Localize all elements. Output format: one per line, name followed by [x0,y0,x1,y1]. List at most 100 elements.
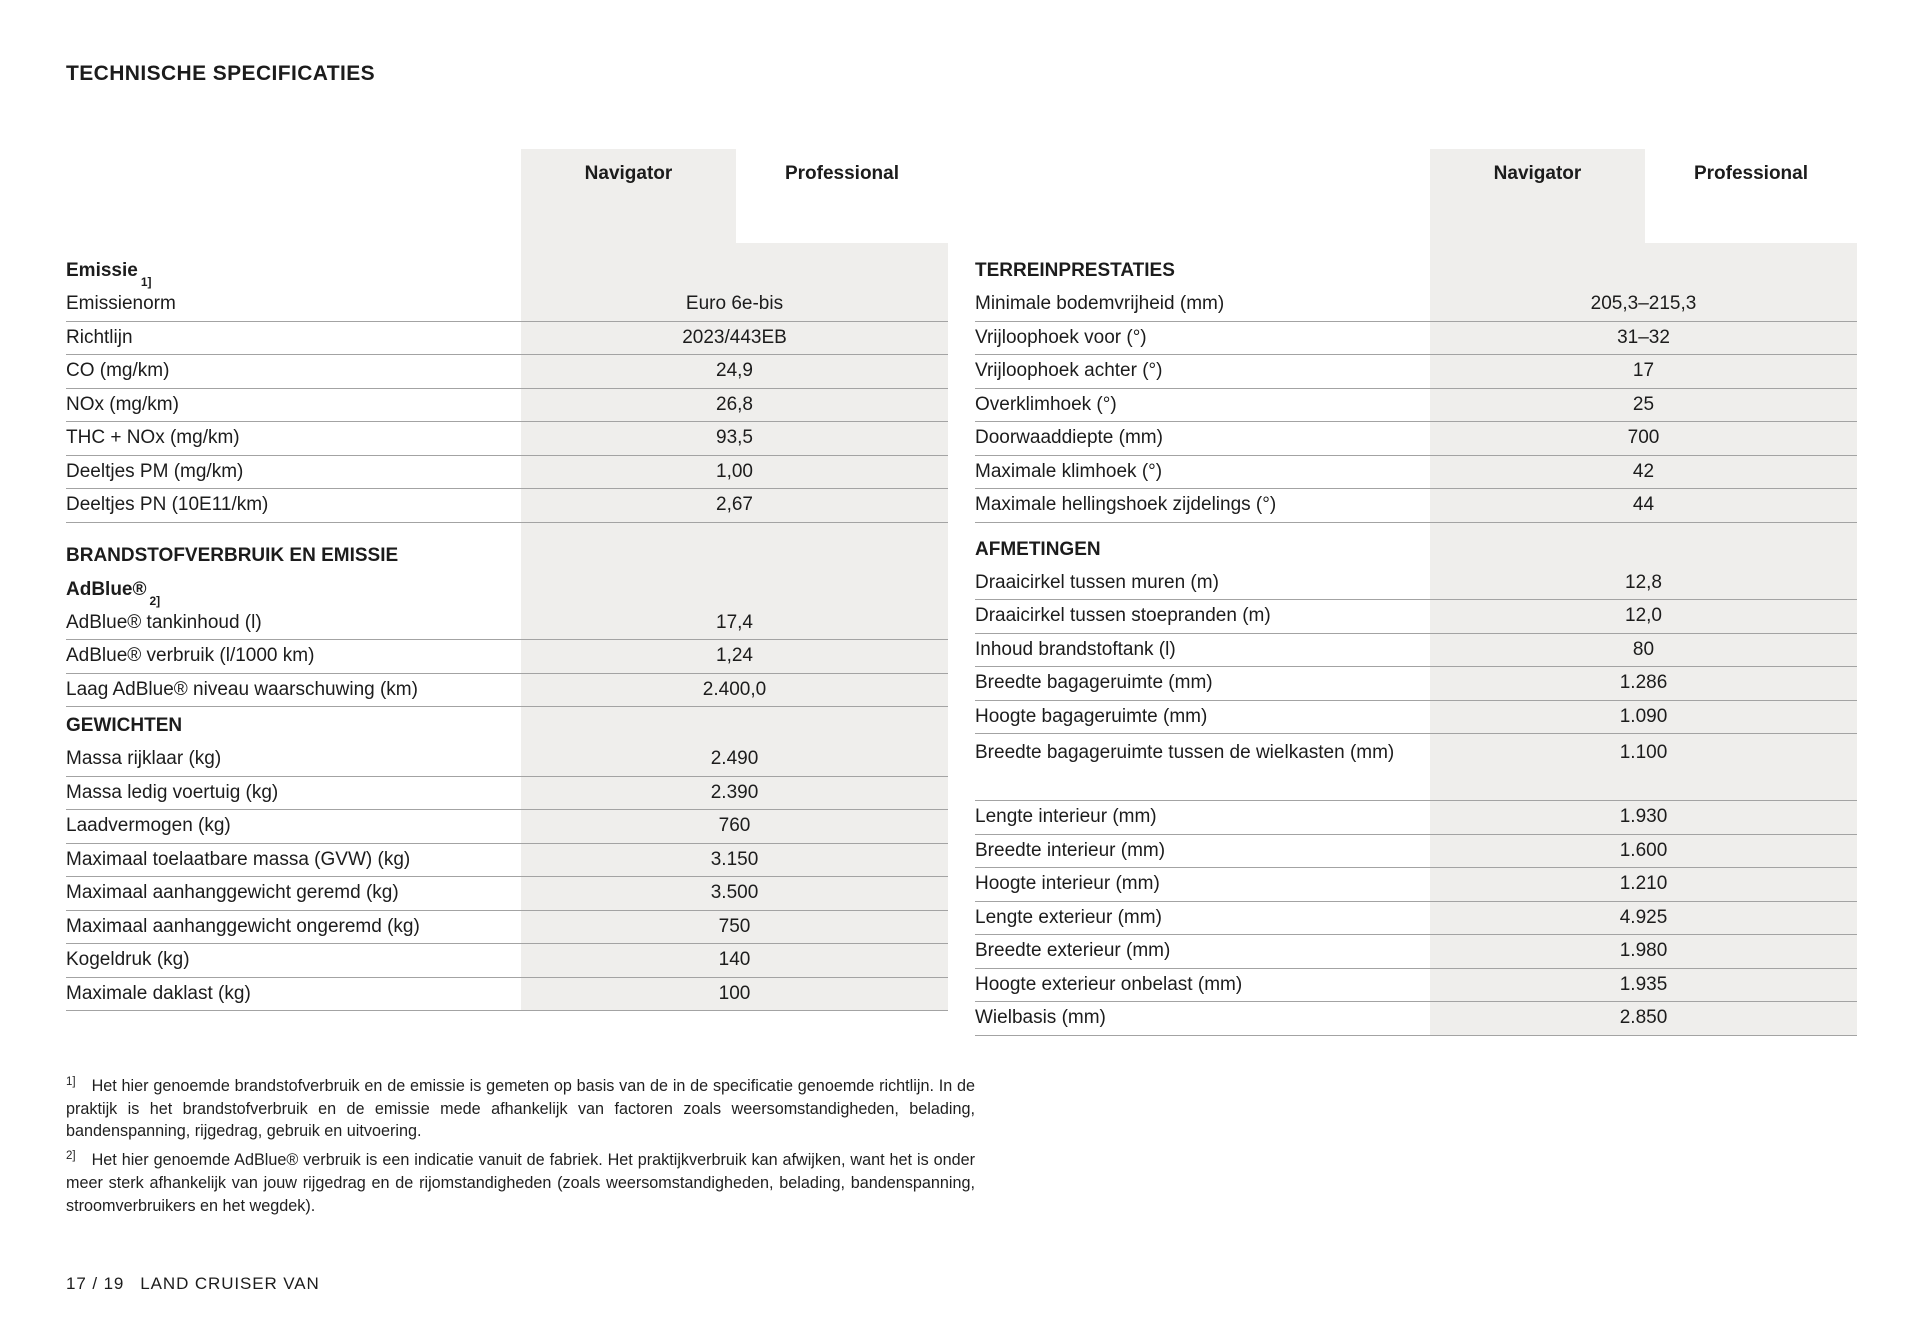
section-heading-text: TERREINPRESTATIES [975,260,1175,282]
spec-value: 80 [1632,638,1655,660]
spec-label: Deeltjes PM (mg/km) [66,460,244,482]
spec-label: Emissienorm [66,293,176,315]
spec-value: 12,8 [1625,571,1662,593]
spec-value: 2.490 [710,748,759,770]
spec-label: NOx (mg/km) [66,393,179,415]
spec-value: 4.925 [1619,906,1668,928]
table-row: Vrijloophoek achter (°) 17 [975,355,1857,389]
section-heading-text: BRANDSTOFVERBRUIK EN EMISSIE [66,544,399,566]
spec-table-left: Navigator Professional Emissie 1] Emissie… [66,149,948,1011]
spec-table-right: Navigator Professional TERREINPRESTATIES… [975,149,1857,1036]
table-row: Richtlijn 2023/443EB [66,322,948,355]
spec-value: 1.980 [1619,940,1668,962]
spec-label: Breedte bagageruimte tussen de wielkaste… [975,742,1395,763]
table-row: Deeltjes PM (mg/km) 1,00 [66,456,948,489]
footnote-superscript: 2] [66,1149,76,1162]
table-row: Hoogte bagageruimte (mm) 1.090 [975,701,1857,734]
spec-value: 140 [718,949,751,971]
spec-value: 42 [1632,460,1655,482]
table-row: CO (mg/km) 24,9 [66,355,948,389]
spec-label: Lengte interieur (mm) [975,806,1157,828]
spec-value: 1.600 [1619,839,1668,861]
table-row: Minimale bodemvrijheid (mm) 205,3–215,3 [975,288,1857,322]
table-row: AdBlue® tankinhoud (l) 17,4 [66,607,948,640]
table-row: Inhoud brandstoftank (l) 80 [975,634,1857,667]
page-title: TECHNISCHE SPECIFICATIES [66,62,376,85]
spec-value: 25 [1632,393,1655,415]
section-heading-text: Emissie [66,260,138,282]
spec-value: Euro 6e-bis [685,293,784,315]
spec-value: 93,5 [716,427,753,449]
footnote-text: Het hier genoemde AdBlue® verbruik is ee… [66,1151,975,1215]
section-heading-gewichten: GEWICHTEN [66,707,948,743]
table-row: Vrijloophoek voor (°) 31–32 [975,322,1857,355]
spec-label: THC + NOx (mg/km) [66,427,240,449]
right-column-headers: Navigator Professional [975,149,1857,243]
navigator-column-header: Navigator [521,149,736,243]
spec-value: 205,3–215,3 [1590,293,1697,315]
spec-value: 2.850 [1619,1007,1668,1029]
table-row: Deeltjes PN (10E11/km) 2,67 [66,489,948,523]
spec-label: Draaicirkel tussen muren (m) [975,571,1219,593]
footnote-1: 1] Het hier genoemde brandstofverbruik en… [66,1075,975,1143]
spec-label: Laadvermogen (kg) [66,815,231,837]
spec-value: 760 [718,815,751,837]
spec-label: Wielbasis (mm) [975,1007,1106,1029]
section-heading-text: AdBlue® [66,578,147,600]
page-indicator: 17 / 19 [66,1274,125,1293]
spec-value: 31–32 [1617,326,1670,348]
professional-column-header: Professional [1693,163,1809,184]
spec-label: Hoogte interieur (mm) [975,873,1160,895]
spec-value: 1.100 [1619,742,1668,763]
table-row: Maximale klimhoek (°) 42 [975,456,1857,489]
spec-label: Maximale daklast (kg) [66,982,251,1004]
footnotes: 1] Het hier genoemde brandstofverbruik en… [66,1075,975,1217]
table-row: Maximale daklast (kg) 100 [66,978,948,1011]
spec-label: AdBlue® verbruik (l/1000 km) [66,645,315,667]
spec-value: 100 [718,982,751,1004]
spec-label: Breedte exterieur (mm) [975,940,1171,962]
spec-value: 3.500 [710,882,759,904]
spec-label: Maximale klimhoek (°) [975,460,1163,482]
table-row: Draaicirkel tussen muren (m) 12,8 [975,567,1857,600]
table-row: Wielbasis (mm) 2.850 [975,1002,1857,1036]
section-heading-emissie: Emissie 1] [66,260,152,289]
professional-column-header: Professional [784,163,900,184]
spec-label: Massa ledig voertuig (kg) [66,781,279,803]
table-row: AdBlue® verbruik (l/1000 km) 1,24 [66,640,948,674]
table-row: Maximaal aanhanggewicht ongeremd (kg) 75… [66,911,948,944]
table-row: Hoogte exterieur onbelast (mm) 1.935 [975,969,1857,1002]
footnote-2: 2] Het hier genoemde AdBlue® verbruik is … [66,1149,975,1217]
spec-value: 1,24 [716,645,753,667]
footnote-text: Het hier genoemde brandstofverbruik en d… [66,1077,975,1141]
spec-label: Hoogte bagageruimte (mm) [975,705,1208,727]
spec-value: 2,67 [716,494,753,516]
spec-label: Overklimhoek (°) [975,393,1117,415]
table-row: Lengte exterieur (mm) 4.925 [975,902,1857,935]
spec-value: 1.930 [1619,806,1668,828]
right-table-body: TERREINPRESTATIES Minimale bodemvrijheid… [975,243,1857,1036]
table-row: Hoogte interieur (mm) 1.210 [975,868,1857,902]
table-row: Laag AdBlue® niveau waarschuwing (km) 2.… [66,674,948,707]
section-heading-text: AFMETINGEN [975,538,1101,560]
spec-label: AdBlue® tankinhoud (l) [66,611,262,633]
table-row: Maximaal aanhanggewicht geremd (kg) 3.50… [66,877,948,911]
table-row: Overklimhoek (°) 25 [975,389,1857,422]
spec-label: Lengte exterieur (mm) [975,906,1162,928]
spec-label: Maximale hellingshoek zijdelings (°) [975,494,1277,516]
section-heading-adblue: AdBlue® 2] [66,578,161,608]
table-row: Maximaal toelaatbare massa (GVW) (kg) 3.… [66,844,948,877]
spec-label: Breedte interieur (mm) [975,839,1166,861]
spec-value: 44 [1632,494,1655,516]
table-row: Breedte exterieur (mm) 1.980 [975,935,1857,969]
section-heading-terreinprestaties: TERREINPRESTATIES [975,243,1857,288]
spec-label: Maximaal aanhanggewicht ongeremd (kg) [66,915,420,937]
spec-value: 1.210 [1619,873,1668,895]
spec-value: 26,8 [716,393,753,415]
section-heading-text: GEWICHTEN [66,715,183,737]
table-row: Breedte bagageruimte tussen de wielkaste… [975,734,1857,801]
spec-value: 1,00 [716,460,753,482]
page-footer: 17 / 19 LAND CRUISER VAN [66,1274,320,1294]
table-row: NOx (mg/km) 26,8 [66,389,948,422]
